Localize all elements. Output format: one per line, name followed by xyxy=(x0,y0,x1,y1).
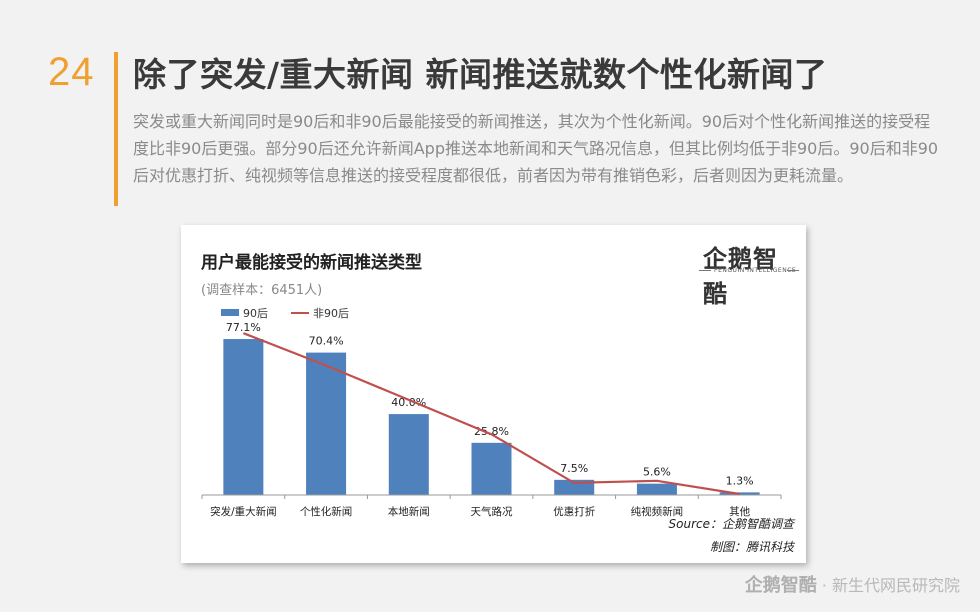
data-label-4: 7.5% xyxy=(560,462,588,475)
bar-3 xyxy=(471,442,512,495)
logo-wordmark: 企鹅智酷 xyxy=(703,245,778,308)
data-label-0: 77.1% xyxy=(226,321,261,334)
category-label-4: 优惠打折 xyxy=(553,505,595,518)
page-title: 除了突发/重大新闻 新闻推送就数个性化新闻了 xyxy=(133,55,828,94)
data-label-3: 25.8% xyxy=(474,425,509,438)
category-label-0: 突发/重大新闻 xyxy=(210,505,277,518)
data-label-5: 5.6% xyxy=(643,466,671,479)
line-series-non-90s xyxy=(242,332,740,496)
chart-title: 用户最能接受的新闻推送类型 xyxy=(201,253,422,273)
category-label-2: 本地新闻 xyxy=(388,505,430,518)
footer-tagline: 新生代网民研究院 xyxy=(831,576,960,595)
legend-bar-swatch xyxy=(221,309,239,316)
legend-label-90s: 90后 xyxy=(243,307,268,320)
footer-logo: 企鹅智酷 xyxy=(744,575,817,596)
page-number: 24 xyxy=(48,50,95,94)
chart-card: 77.1% 突发/重大新闻 70.4% 个性化新闻 40.0% 本地新闻 25.8% 天气路况… xyxy=(181,225,806,563)
source-note: Source：企鹅智酷调查 xyxy=(668,517,794,531)
logo-rule-left xyxy=(699,270,711,271)
bar-1 xyxy=(306,352,347,495)
category-label-1: 个性化新闻 xyxy=(300,505,353,518)
legend-line-swatch xyxy=(291,312,309,314)
logo-tagline: PENGUIN INTELLIGENCE xyxy=(714,267,797,274)
bar-line-chart: 77.1% 突发/重大新闻 70.4% 个性化新闻 40.0% 本地新闻 25.8% 天气路况… xyxy=(201,321,782,518)
category-label-6: 其他 xyxy=(729,505,750,518)
category-label-5: 纯视频新闻 xyxy=(631,505,684,518)
footer-brand: 企鹅智酷 · 新生代网民研究院 xyxy=(745,571,960,597)
data-label-6: 1.3% xyxy=(726,474,754,487)
accent-bar xyxy=(114,52,118,206)
penguin-logo: 企鹅智酷 PENGUIN INTELLIGENCE xyxy=(699,235,799,308)
bar-0 xyxy=(223,339,264,495)
footer-separator: · xyxy=(821,576,827,595)
bar-2 xyxy=(388,414,429,495)
data-label-2: 40.0% xyxy=(391,396,426,409)
intro-paragraph: 突发或重大新闻同时是90后和非90后最能接受的新闻推送，其次为个性化新闻。90后… xyxy=(133,112,939,185)
credit-note: 制图：腾讯科技 xyxy=(709,540,794,554)
bar-5 xyxy=(636,483,677,495)
data-label-1: 70.4% xyxy=(309,335,344,348)
legend-label-non-90s: 非90后 xyxy=(313,307,349,320)
chart-subtitle: (调查样本：6451人) xyxy=(201,283,323,298)
logo-rule-right xyxy=(787,270,799,271)
category-label-3: 天气路况 xyxy=(471,505,513,518)
